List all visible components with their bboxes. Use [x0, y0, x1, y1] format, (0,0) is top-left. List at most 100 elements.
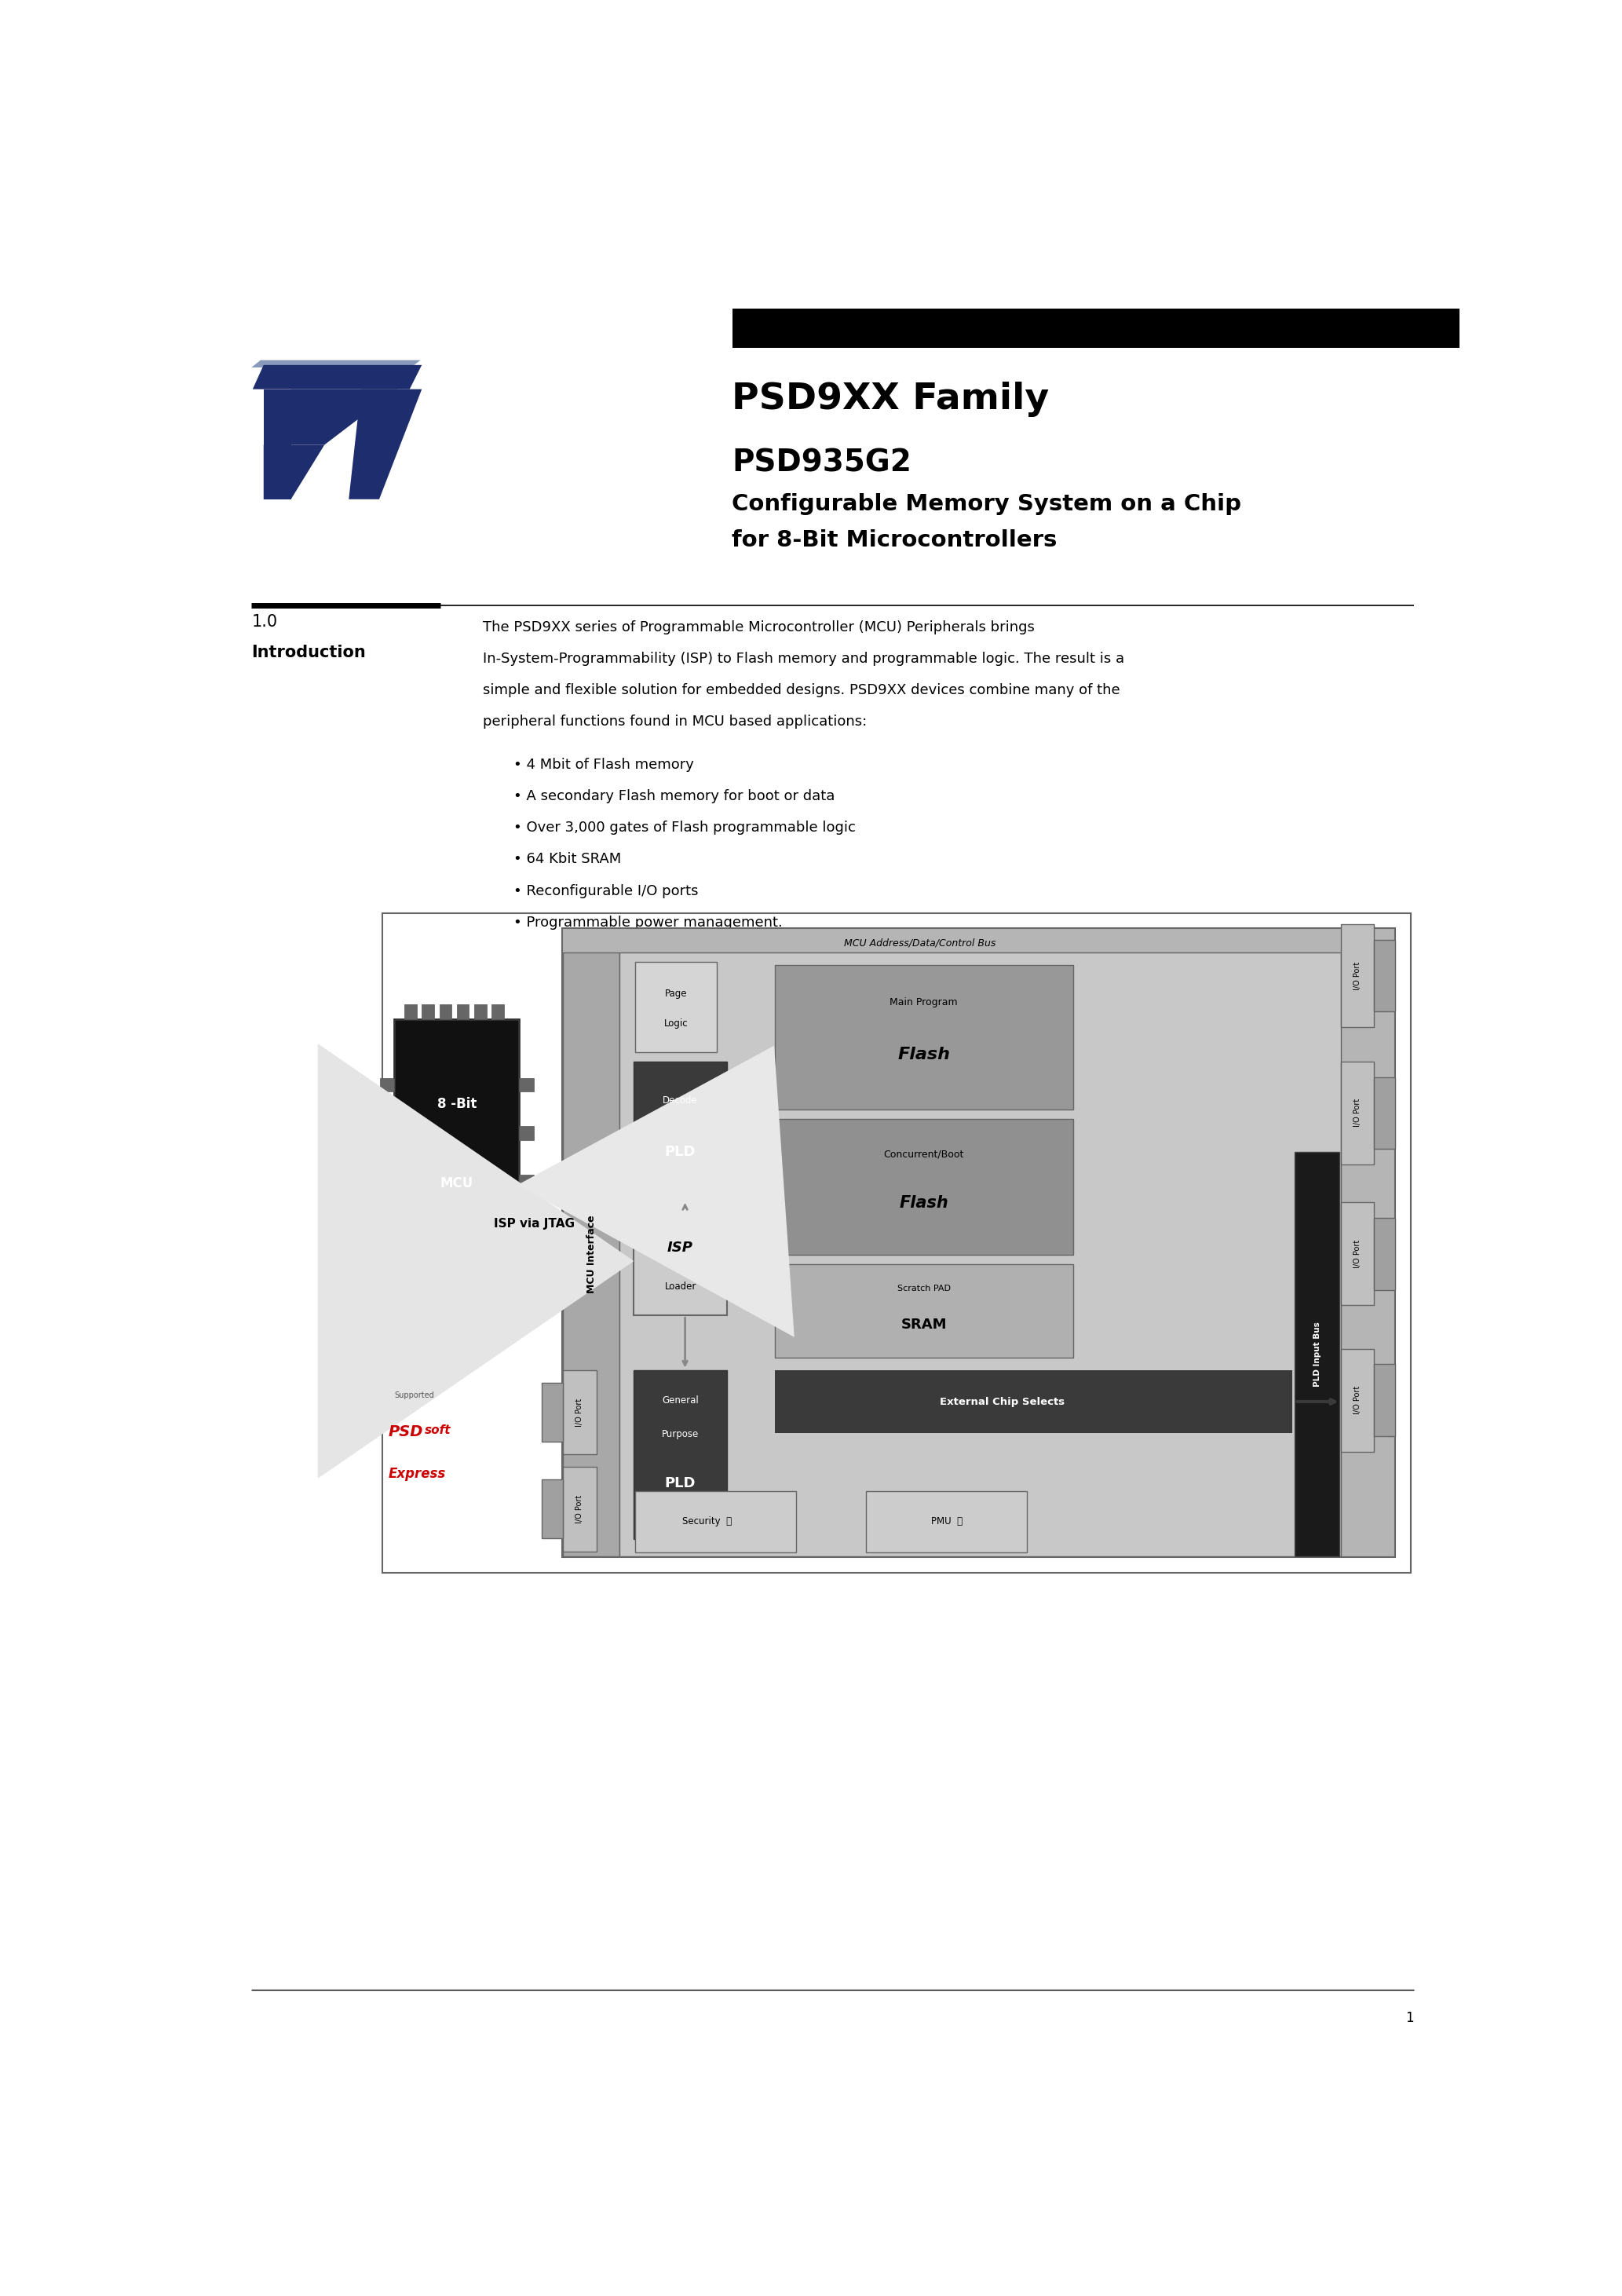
FancyBboxPatch shape: [491, 1261, 504, 1277]
Text: PLD: PLD: [665, 1476, 696, 1490]
Text: Decode: Decode: [663, 1095, 697, 1107]
Polygon shape: [253, 365, 422, 390]
FancyArrowPatch shape: [519, 1047, 793, 1336]
FancyBboxPatch shape: [404, 1003, 417, 1019]
FancyBboxPatch shape: [563, 1467, 597, 1552]
Text: In-System-Programmability (ISP) to Flash memory and programmable logic. The resu: In-System-Programmability (ISP) to Flash…: [483, 652, 1124, 666]
FancyBboxPatch shape: [775, 1265, 1072, 1357]
FancyBboxPatch shape: [457, 1003, 469, 1019]
Text: Configurable Memory System on a Chip: Configurable Memory System on a Chip: [732, 494, 1241, 514]
Text: PSD: PSD: [388, 1424, 423, 1440]
Text: Flash: Flash: [899, 1196, 949, 1212]
Text: The PSD9XX series of Programmable Microcontroller (MCU) Peripherals brings: The PSD9XX series of Programmable Microc…: [483, 620, 1035, 634]
FancyBboxPatch shape: [775, 1371, 1291, 1433]
FancyBboxPatch shape: [1374, 1364, 1395, 1435]
Polygon shape: [251, 360, 420, 367]
Text: Concurrent/Boot: Concurrent/Boot: [884, 1150, 963, 1159]
FancyBboxPatch shape: [1340, 1061, 1374, 1164]
FancyBboxPatch shape: [519, 1224, 534, 1238]
FancyBboxPatch shape: [1374, 1077, 1395, 1148]
Text: MCU Address/Data/Control Bus: MCU Address/Data/Control Bus: [845, 937, 996, 948]
FancyBboxPatch shape: [404, 1261, 417, 1277]
Text: Main Program: Main Program: [890, 996, 957, 1008]
FancyBboxPatch shape: [388, 1219, 397, 1290]
Text: • Programmable power management.: • Programmable power management.: [513, 916, 782, 930]
Text: Scratch PAD: Scratch PAD: [897, 1283, 950, 1293]
Text: • 64 Kbit SRAM: • 64 Kbit SRAM: [513, 852, 621, 866]
Text: • 4 Mbit of Flash memory: • 4 Mbit of Flash memory: [513, 758, 694, 771]
Text: I/O Port: I/O Port: [1353, 1387, 1361, 1414]
Text: • Reconfigurable I/O ports: • Reconfigurable I/O ports: [513, 884, 697, 898]
FancyArrowPatch shape: [318, 1045, 633, 1476]
FancyBboxPatch shape: [1340, 1348, 1374, 1451]
Text: General: General: [662, 1396, 699, 1405]
Text: • A secondary Flash memory for boot or data: • A secondary Flash memory for boot or d…: [513, 790, 834, 804]
FancyBboxPatch shape: [775, 1118, 1072, 1256]
FancyBboxPatch shape: [491, 1003, 504, 1019]
Text: 1.0: 1.0: [251, 613, 277, 629]
Text: Purpose: Purpose: [662, 1428, 699, 1440]
FancyBboxPatch shape: [1294, 1153, 1340, 1557]
Text: Loader: Loader: [665, 1281, 696, 1293]
FancyBboxPatch shape: [1340, 925, 1374, 1026]
Text: Page: Page: [665, 987, 688, 999]
FancyBboxPatch shape: [1340, 1203, 1374, 1304]
Text: I/O Port: I/O Port: [1353, 962, 1361, 990]
Text: Flash: Flash: [897, 1047, 950, 1063]
FancyBboxPatch shape: [634, 1061, 727, 1201]
FancyBboxPatch shape: [380, 1176, 394, 1189]
FancyBboxPatch shape: [519, 1176, 534, 1189]
Text: I/O Port: I/O Port: [576, 1495, 584, 1522]
Polygon shape: [349, 390, 422, 498]
FancyBboxPatch shape: [440, 1261, 451, 1277]
FancyBboxPatch shape: [1374, 939, 1395, 1013]
Text: Supported: Supported: [394, 1391, 435, 1398]
Polygon shape: [264, 390, 290, 498]
FancyBboxPatch shape: [634, 1371, 727, 1538]
FancyBboxPatch shape: [519, 1127, 534, 1141]
FancyBboxPatch shape: [620, 953, 1340, 1557]
FancyBboxPatch shape: [634, 1490, 796, 1552]
Polygon shape: [290, 390, 397, 445]
Text: soft: soft: [425, 1424, 451, 1435]
Text: Express: Express: [388, 1467, 446, 1481]
FancyBboxPatch shape: [474, 1261, 487, 1277]
FancyBboxPatch shape: [561, 928, 1395, 1557]
Text: I/O Port: I/O Port: [1353, 1240, 1361, 1267]
Text: • Over 3,000 gates of Flash programmable logic: • Over 3,000 gates of Flash programmable…: [513, 822, 855, 836]
Text: PLD: PLD: [665, 1146, 696, 1159]
FancyBboxPatch shape: [422, 1003, 435, 1019]
Polygon shape: [264, 445, 324, 498]
Text: for 8-Bit Microcontrollers: for 8-Bit Microcontrollers: [732, 530, 1058, 551]
FancyBboxPatch shape: [394, 1019, 519, 1261]
FancyBboxPatch shape: [391, 1219, 401, 1290]
FancyBboxPatch shape: [380, 1127, 394, 1141]
Text: I/O Port: I/O Port: [576, 1398, 584, 1426]
Text: simple and flexible solution for embedded designs. PSD9XX devices combine many o: simple and flexible solution for embedde…: [483, 682, 1119, 698]
FancyBboxPatch shape: [457, 1261, 469, 1277]
FancyBboxPatch shape: [775, 964, 1072, 1109]
FancyBboxPatch shape: [732, 308, 1460, 349]
FancyBboxPatch shape: [519, 1079, 534, 1093]
FancyBboxPatch shape: [563, 1371, 597, 1456]
FancyBboxPatch shape: [380, 1079, 394, 1093]
Text: Security  🔒: Security 🔒: [683, 1518, 732, 1527]
FancyBboxPatch shape: [634, 962, 717, 1052]
Text: PMU  🧂: PMU 🧂: [931, 1518, 962, 1527]
FancyBboxPatch shape: [563, 953, 620, 1557]
FancyBboxPatch shape: [440, 1003, 451, 1019]
Text: PSD935G2: PSD935G2: [732, 448, 912, 478]
Text: PSD9XX Family: PSD9XX Family: [732, 381, 1049, 416]
FancyBboxPatch shape: [380, 1224, 394, 1238]
Text: ISP via JTAG: ISP via JTAG: [495, 1217, 574, 1228]
FancyBboxPatch shape: [383, 914, 1411, 1573]
Text: I/O Port: I/O Port: [1353, 1100, 1361, 1127]
Text: 8 -Bit: 8 -Bit: [436, 1097, 477, 1111]
Text: peripheral functions found in MCU based applications:: peripheral functions found in MCU based …: [483, 714, 866, 728]
FancyBboxPatch shape: [542, 1479, 563, 1538]
FancyBboxPatch shape: [474, 1003, 487, 1019]
Text: MCU Interface: MCU Interface: [586, 1215, 597, 1293]
Text: External Chip Selects: External Chip Selects: [939, 1396, 1064, 1407]
Text: Introduction: Introduction: [251, 645, 367, 659]
Text: SRAM: SRAM: [900, 1318, 947, 1332]
